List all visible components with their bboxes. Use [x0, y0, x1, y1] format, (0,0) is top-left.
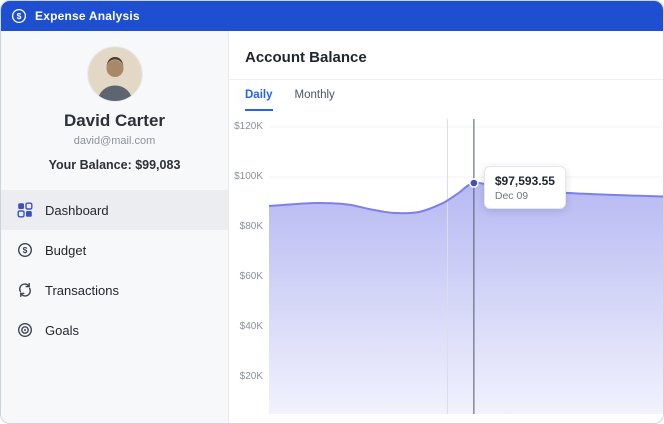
transactions-arrows-icon	[17, 282, 33, 298]
user-balance: Your Balance: $99,083	[48, 158, 181, 172]
tooltip-date: Dec 09	[494, 190, 529, 203]
sidebar-item-budget[interactable]: $ Budget	[1, 230, 228, 270]
page-title: Account Balance	[245, 49, 367, 66]
avatar	[87, 47, 142, 101]
y-axis-tick: $120K	[234, 121, 263, 132]
plot-region: $97,593.55 Dec 09	[269, 119, 663, 423]
sidebar-item-label: Dashboard	[45, 202, 109, 218]
dollar-circle-icon: $	[11, 8, 27, 24]
y-axis-tick: $60K	[239, 271, 263, 282]
y-axis-tick: $20K	[239, 371, 263, 382]
goals-target-icon	[17, 322, 33, 338]
sidebar: David Carter david@mail.com Your Balance…	[1, 31, 229, 423]
y-axis-tick: $100K	[234, 171, 263, 182]
user-name: David Carter	[63, 111, 166, 130]
sidebar-item-transactions[interactable]: Transactions	[1, 270, 228, 310]
y-axis-tick: $40K	[239, 321, 263, 332]
sidebar-menu: Dashboard $ Budget	[1, 190, 228, 350]
balance-area-chart[interactable]	[269, 119, 663, 419]
dashboard-grid-icon	[17, 202, 33, 218]
sidebar-item-label: Goals	[45, 322, 79, 338]
budget-coin-icon: $	[17, 242, 33, 258]
tab-bar: Daily Monthly	[229, 79, 663, 111]
chart-tooltip: $97,593.55 Dec 09	[483, 166, 566, 210]
app-title: Expense Analysis	[35, 9, 140, 23]
tab-daily[interactable]: Daily	[245, 89, 273, 111]
sidebar-item-goals[interactable]: Goals	[1, 310, 228, 350]
svg-text:$: $	[17, 11, 22, 21]
y-axis-tick: $80K	[239, 221, 263, 232]
user-email: david@mail.com	[73, 135, 156, 147]
sidebar-item-label: Transactions	[45, 282, 119, 298]
tooltip-value: $97,593.55	[494, 174, 555, 189]
titlebar: $ Expense Analysis	[1, 1, 663, 31]
y-axis: $120K $100K $80K $60K $40K $20K	[229, 119, 269, 423]
main-panel: Account Balance Daily Monthly $120K $100…	[229, 31, 663, 423]
svg-text:$: $	[23, 245, 28, 255]
chart-area: $120K $100K $80K $60K $40K $20K	[229, 119, 663, 423]
tab-monthly[interactable]: Monthly	[294, 89, 335, 101]
user-profile: David Carter david@mail.com Your Balance…	[1, 47, 228, 172]
sidebar-item-label: Budget	[45, 242, 87, 258]
sidebar-item-dashboard[interactable]: Dashboard	[1, 190, 228, 230]
